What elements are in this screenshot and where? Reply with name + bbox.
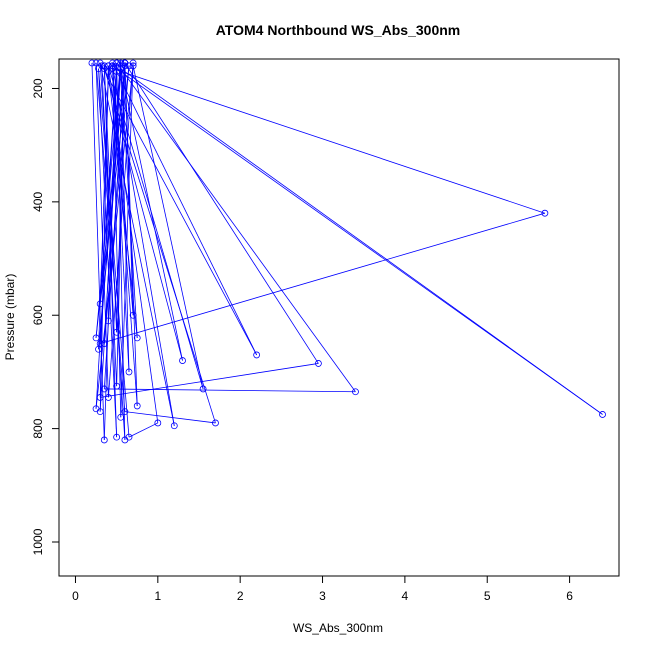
series-line-segment xyxy=(98,68,130,438)
data-point xyxy=(100,340,108,347)
series-line-segment xyxy=(99,62,175,426)
data-point xyxy=(121,59,129,67)
x-axis-label: WS_Abs_300nm xyxy=(293,621,383,635)
data-point xyxy=(105,317,112,325)
series-line-segment xyxy=(124,411,216,424)
series-line-segment xyxy=(120,68,183,361)
data-point xyxy=(541,209,549,217)
series-line-segment xyxy=(99,71,118,304)
data-point xyxy=(113,68,121,75)
series-line-segment xyxy=(104,388,356,393)
data-point xyxy=(100,385,108,393)
series-line-segment xyxy=(124,62,319,364)
series-line-segment xyxy=(108,71,118,321)
series-line-segment xyxy=(112,62,258,356)
data-point xyxy=(125,433,133,441)
data-point xyxy=(105,394,112,401)
y-tick-label: 600 xyxy=(31,305,45,325)
data-point xyxy=(113,433,121,441)
series-line-segment xyxy=(99,65,130,304)
data-point xyxy=(96,394,104,401)
data-point xyxy=(129,62,137,70)
data-point xyxy=(96,300,104,308)
y-tick-label: 800 xyxy=(31,418,45,438)
data-point xyxy=(125,368,133,376)
series-line-segment xyxy=(116,62,126,440)
x-tick-label: 5 xyxy=(484,589,491,603)
data-point xyxy=(113,382,121,390)
data-point xyxy=(212,419,219,427)
x-tick-label: 6 xyxy=(566,589,573,603)
data-point xyxy=(129,311,137,319)
data-point xyxy=(170,422,178,430)
series-line-segment xyxy=(103,65,130,344)
x-tick-label: 0 xyxy=(72,589,79,603)
data-point xyxy=(113,328,121,336)
plot-area xyxy=(88,59,606,444)
data-point xyxy=(92,334,100,342)
data-point xyxy=(98,62,106,70)
data-point xyxy=(121,62,129,70)
data-point xyxy=(92,59,100,67)
data-point xyxy=(599,411,606,418)
y-tick-label: 1000 xyxy=(31,528,45,555)
series-line-segment xyxy=(95,60,122,338)
data-point xyxy=(121,408,129,416)
data-point xyxy=(154,419,162,427)
series-line-segment xyxy=(120,68,603,415)
y-axis: 200 400 600 800 1000 xyxy=(31,78,60,555)
x-axis: 0 1 2 3 4 5 6 xyxy=(72,575,573,603)
series-line-segment xyxy=(124,65,134,316)
series-line-segment xyxy=(100,212,545,344)
x-tick-label: 4 xyxy=(402,589,409,603)
chart-title: ATOM4 Northbound WS_Abs_300nm xyxy=(216,22,461,38)
data-point xyxy=(315,360,322,367)
series-line-segment xyxy=(112,68,546,214)
x-tick-label: 2 xyxy=(237,589,244,603)
data-point xyxy=(92,405,100,413)
y-tick-label: 200 xyxy=(31,78,45,98)
series-line-segment xyxy=(100,363,319,398)
data-point xyxy=(352,388,359,396)
data-point xyxy=(253,351,261,359)
series-line-segment xyxy=(116,62,356,392)
data-point xyxy=(96,340,104,347)
y-axis-label: Pressure (mbar) xyxy=(3,274,17,361)
x-tick-label: 1 xyxy=(154,589,161,603)
data-point xyxy=(117,413,125,421)
data-point xyxy=(88,59,96,67)
x-tick-label: 3 xyxy=(319,589,326,603)
series-0 xyxy=(88,59,606,444)
data-point xyxy=(133,402,141,410)
data-point xyxy=(133,334,141,342)
data-point xyxy=(179,357,186,364)
series-line-segment xyxy=(112,65,603,415)
series-line-segment xyxy=(108,62,126,321)
data-point xyxy=(199,385,207,393)
series-line-segment xyxy=(132,65,204,390)
y-tick-label: 400 xyxy=(31,192,45,212)
data-point xyxy=(100,436,108,444)
series-line-segment xyxy=(128,422,159,438)
data-point xyxy=(100,62,108,70)
series-line-segment xyxy=(101,65,257,356)
